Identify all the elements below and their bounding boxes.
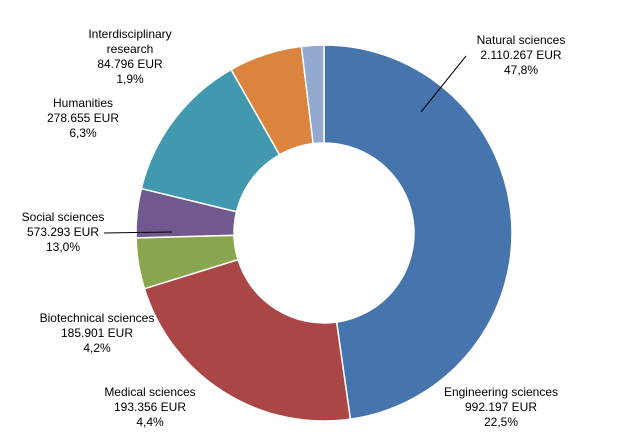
leader-lines (103, 55, 467, 234)
slice-natural-sciences (323, 44, 513, 420)
slice-engineering-sciences (143, 258, 352, 422)
leader-line-natural-sciences (420, 55, 467, 113)
label-social-sciences: Social sciences 573.293 EUR 13,0% (22, 210, 105, 254)
leader-line-social-sciences (103, 231, 173, 234)
label-interdisciplinary-research: Interdisciplinary research 84.796 EUR 1,9% (88, 27, 171, 86)
label-engineering-sciences: Engineering sciences 992.197 EUR 22,5% (444, 385, 558, 429)
label-biotechnical-sciences: Biotechnical sciences 185.901 EUR 4,2% (40, 311, 155, 355)
slices (135, 44, 513, 422)
label-natural-sciences: Natural sciences 2.110.267 EUR 47,8% (477, 33, 566, 77)
data-labels: Natural sciences 2.110.267 EUR 47,8% Engine… (22, 27, 566, 429)
label-medical-sciences: Medical sciences 193.356 EUR 4,4% (104, 385, 195, 429)
slice-interdisciplinary-research (300, 44, 325, 145)
label-humanities: Humanities 278.655 EUR 6,3% (47, 96, 119, 140)
